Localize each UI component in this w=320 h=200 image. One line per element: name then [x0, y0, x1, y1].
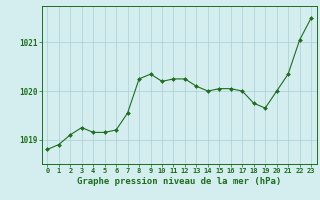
- X-axis label: Graphe pression niveau de la mer (hPa): Graphe pression niveau de la mer (hPa): [77, 177, 281, 186]
